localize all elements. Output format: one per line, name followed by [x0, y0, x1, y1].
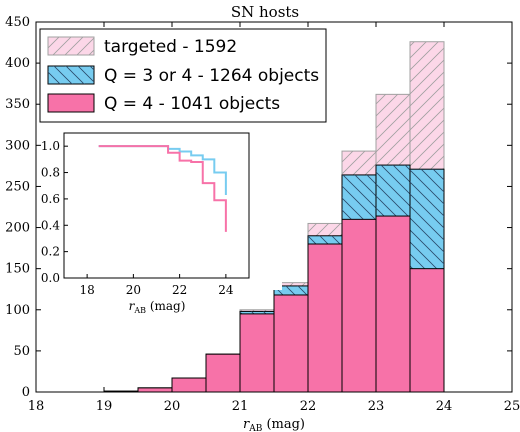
inset-axes-frame	[63, 132, 250, 279]
legend-swatch-hatch-targeted	[48, 37, 94, 55]
main-bars	[103, 41, 445, 393]
bar-series-2-bin-3	[137, 387, 173, 393]
inset-y-tick-label-5: 1.0	[41, 139, 60, 153]
main-axes-frame	[35, 21, 513, 393]
bar-series-2-bin-5	[205, 353, 241, 393]
inset-x-tick-label-1: 20	[126, 283, 141, 297]
x-tick-label-0: 18	[28, 399, 45, 414]
bar-series-2-bin-9	[341, 218, 377, 393]
bar-series-2-bin-4	[171, 377, 207, 393]
inset-line-series-1	[98, 145, 227, 232]
x-tick-label-6: 24	[436, 399, 453, 414]
y-tick-label-6: 300	[5, 138, 30, 153]
y-tick-label-4: 200	[5, 221, 30, 236]
x-tick-label-2: 20	[164, 399, 181, 414]
x-tick-label-3: 21	[232, 399, 249, 414]
inset-ticks: 18 20 22 24 0.0 0.2 0.4 0.6 0.8 1.0	[41, 139, 234, 297]
bar-series-2-bin-8	[307, 243, 343, 393]
inset-lines	[98, 145, 227, 232]
y-tick-label-7: 350	[5, 97, 30, 112]
bar-series-2-bin-10	[375, 215, 411, 393]
inset-y-tick-label-1: 0.2	[41, 245, 60, 259]
y-tick-label-1: 50	[13, 344, 30, 359]
inset-y-tick-label-4: 0.8	[41, 166, 60, 180]
inset-panel: 18 20 22 24 0.0 0.2 0.4 0.6 0.8 1.0 rAB (mag)	[41, 128, 282, 315]
chart-title: SN hosts	[231, 3, 299, 21]
y-tick-label-8: 400	[5, 56, 30, 71]
legend-entry-q4: Q = 4 - 1041 objects	[47, 93, 280, 114]
x-tick-label-7: 25	[504, 399, 520, 414]
y-tick-label-5: 250	[5, 179, 30, 194]
inset-background	[56, 128, 282, 290]
y-tick-label-9: 450	[5, 15, 30, 30]
bar-series-2-bin-11	[409, 268, 445, 393]
legend-entry-targeted: targeted - 1592	[47, 36, 237, 57]
inset-x-tick-label-0: 18	[79, 283, 94, 297]
legend-entry-q3or4: Q = 3 or 4 - 1264 objects	[47, 65, 319, 86]
bar-series-2-bin-7	[273, 294, 309, 393]
inset-y-tick-label-3: 0.6	[41, 192, 60, 206]
legend-label-q4: Q = 4 - 1041 objects	[104, 94, 280, 114]
inset-x-axis-label: rAB (mag)	[129, 299, 186, 315]
inset-y-tick-label-0: 0.0	[41, 271, 60, 285]
y-tick-label-2: 100	[5, 303, 30, 318]
x-tick-label-5: 23	[368, 399, 385, 414]
inset-x-tick-label-2: 22	[172, 283, 187, 297]
legend: targeted - 1592 Q = 3 or 4 - 1264 object…	[39, 28, 327, 123]
bar-series-2-bin-6	[239, 313, 275, 393]
inset-x-tick-label-3: 24	[218, 283, 234, 297]
x-tick-label-1: 19	[96, 399, 113, 414]
legend-swatch-hatch-q3or4	[48, 66, 94, 84]
legend-label-q3or4: Q = 3 or 4 - 1264 objects	[104, 66, 319, 86]
x-tick-label-4: 22	[300, 399, 317, 414]
legend-label-targeted: targeted - 1592	[104, 37, 237, 57]
y-tick-label-0: 0	[22, 385, 30, 400]
main-x-axis-label: rAB (mag)	[243, 417, 305, 432]
legend-swatch-q4	[47, 93, 95, 113]
main-ticks: 18 19 20 21 22 23 24 25050100150200250300350400…	[5, 15, 520, 414]
inset-y-tick-label-2: 0.4	[41, 218, 60, 232]
y-tick-label-3: 150	[5, 262, 30, 277]
